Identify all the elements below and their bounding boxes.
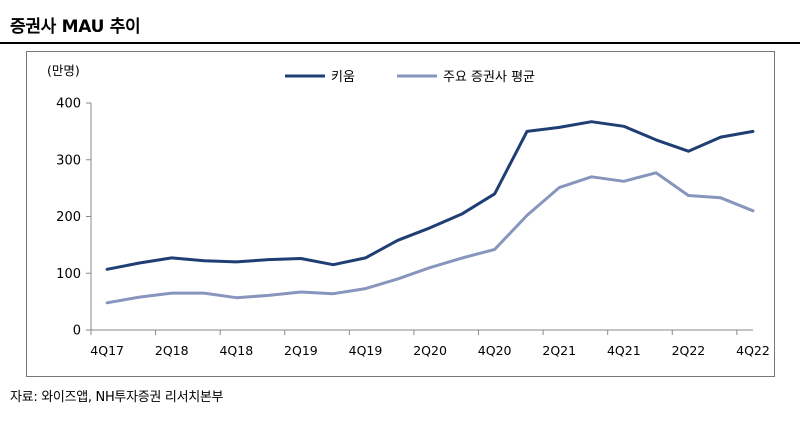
x-tick-label: 4Q20 <box>478 343 512 358</box>
x-tick-label: 2Q21 <box>542 343 576 358</box>
x-tick-label: 4Q18 <box>219 343 253 358</box>
x-tick-label: 2Q18 <box>155 343 189 358</box>
chart-title: 증권사 MAU 추이 <box>10 17 141 37</box>
y-tick-label: 300 <box>56 153 81 168</box>
y-tick-label: 200 <box>56 210 81 225</box>
y-axis-unit-label: (만명) <box>47 63 80 78</box>
y-tick-label: 100 <box>56 267 81 282</box>
x-axis-ticks: 4Q17 2Q18 4Q18 2Q19 4Q19 2Q20 4Q20 2Q21 4Q21 2Q22… <box>90 330 770 358</box>
x-tick-label: 4Q17 <box>90 343 124 358</box>
source-note: 자료: 와이즈앱, NH투자증권 리서치본부 <box>10 390 224 405</box>
series-line-1 <box>105 171 755 305</box>
x-tick-label: 2Q20 <box>413 343 447 358</box>
x-tick-label: 4Q19 <box>349 343 383 358</box>
legend-label-0: 키움 <box>331 70 355 85</box>
x-tick-label: 4Q22 <box>736 343 770 358</box>
legend: 키움 주요 증권사 평균 <box>285 70 535 85</box>
series-line-0 <box>105 120 755 271</box>
axes <box>90 103 753 331</box>
chart-frame: 0 100 200 300 400 4Q17 2Q18 4Q18 2Q19 4Q19 2Q20 4Q… <box>26 51 775 377</box>
y-tick-label: 0 <box>73 324 81 339</box>
x-tick-label: 2Q22 <box>672 343 706 358</box>
y-tick-label: 400 <box>56 97 81 112</box>
series-lines <box>105 120 755 305</box>
x-tick-label: 2Q19 <box>284 343 318 358</box>
y-axis-ticks: 0 100 200 300 400 <box>56 97 91 339</box>
title-divider <box>0 42 800 44</box>
legend-label-1: 주요 증권사 평균 <box>443 70 535 85</box>
x-tick-label: 4Q21 <box>607 343 641 358</box>
